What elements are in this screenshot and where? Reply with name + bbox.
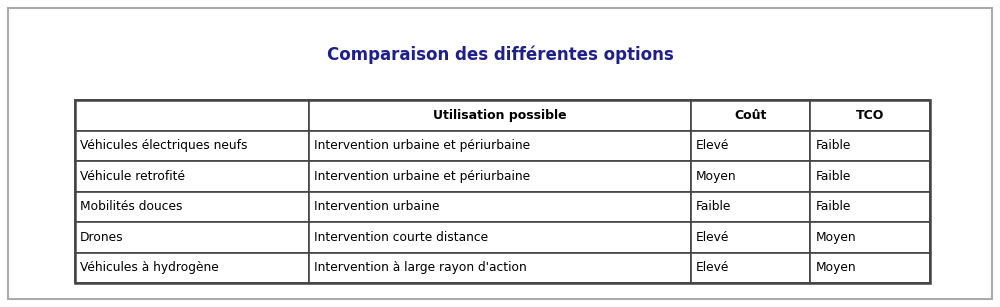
Text: Faible: Faible (815, 139, 851, 152)
Bar (691, 252, 810, 283)
Bar (75, 252, 309, 283)
Bar (810, 161, 930, 192)
Text: Elevé: Elevé (696, 139, 729, 152)
Text: Moyen: Moyen (815, 261, 856, 274)
Text: Intervention urbaine et périurbaine: Intervention urbaine et périurbaine (314, 170, 531, 183)
Text: Véhicules à hydrogène: Véhicules à hydrogène (80, 261, 219, 274)
Text: Faible: Faible (815, 200, 851, 213)
Text: Faible: Faible (815, 170, 851, 183)
Text: Véhicules électriques neufs: Véhicules électriques neufs (80, 139, 248, 152)
Bar (810, 222, 930, 252)
Text: Faible: Faible (696, 200, 731, 213)
Bar (810, 192, 930, 222)
Text: Intervention urbaine et périurbaine: Intervention urbaine et périurbaine (314, 139, 531, 152)
Bar (691, 161, 810, 192)
Text: Elevé: Elevé (696, 261, 729, 274)
Bar (75, 130, 309, 161)
Bar (75, 222, 309, 252)
Bar (309, 252, 691, 283)
Bar (309, 161, 691, 192)
Bar (810, 252, 930, 283)
Text: TCO: TCO (856, 109, 884, 122)
Text: Coût: Coût (735, 109, 767, 122)
Text: Intervention à large rayon d'action: Intervention à large rayon d'action (314, 261, 527, 274)
Bar (309, 100, 691, 130)
Text: Mobilités douces: Mobilités douces (80, 200, 182, 213)
Bar (75, 100, 309, 130)
Text: Intervention urbaine: Intervention urbaine (314, 200, 440, 213)
Bar (75, 192, 309, 222)
Text: Intervention courte distance: Intervention courte distance (314, 231, 489, 244)
Text: Comparaison des différentes options: Comparaison des différentes options (327, 46, 673, 64)
Text: Drones: Drones (80, 231, 124, 244)
Text: Véhicule retrofité: Véhicule retrofité (80, 170, 185, 183)
Bar (309, 222, 691, 252)
Bar (691, 192, 810, 222)
Bar (309, 130, 691, 161)
Text: Utilisation possible: Utilisation possible (433, 109, 567, 122)
Text: Moyen: Moyen (696, 170, 737, 183)
Bar (691, 222, 810, 252)
Bar (309, 192, 691, 222)
Bar (810, 130, 930, 161)
Bar (691, 100, 810, 130)
Text: Moyen: Moyen (815, 231, 856, 244)
Bar (810, 100, 930, 130)
Bar (75, 100, 930, 283)
Text: Elevé: Elevé (696, 231, 729, 244)
Bar (691, 130, 810, 161)
Bar (75, 161, 309, 192)
